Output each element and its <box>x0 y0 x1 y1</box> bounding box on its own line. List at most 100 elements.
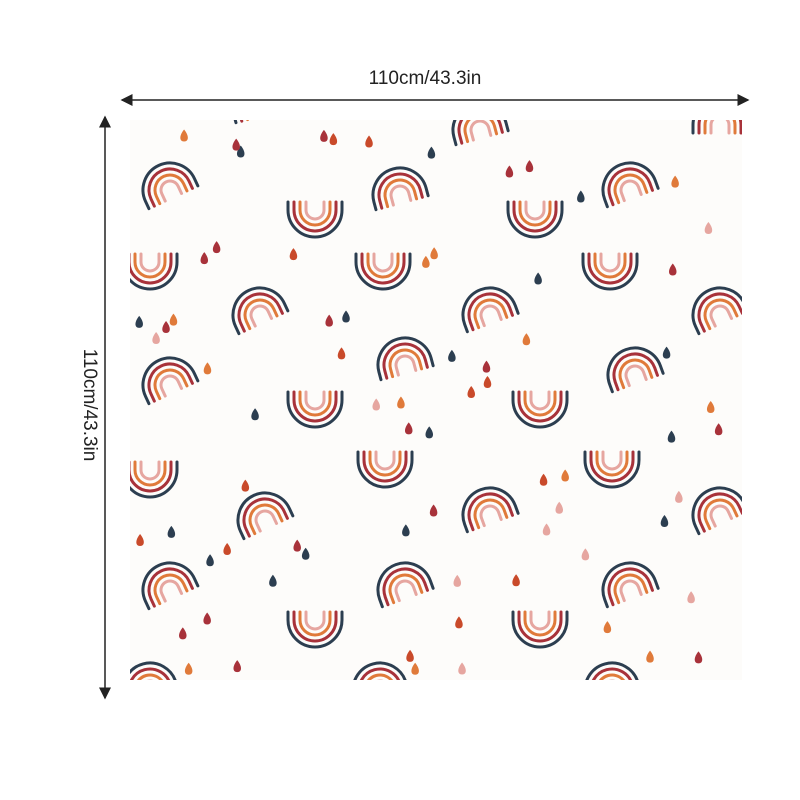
drop <box>542 523 551 536</box>
rainbow <box>376 336 435 382</box>
drop <box>167 525 176 538</box>
rainbow-arc <box>613 573 649 605</box>
rainbow-arc <box>467 292 514 332</box>
rainbow-arc <box>607 167 654 207</box>
rainbow-arc <box>298 390 332 417</box>
drop <box>422 255 430 268</box>
rainbow <box>601 161 660 209</box>
drop <box>289 248 298 261</box>
rainbow <box>371 166 430 212</box>
rainbow-arc <box>619 579 643 603</box>
rainbow-arc <box>624 364 648 388</box>
rainbow-arc <box>159 579 184 603</box>
rainbow-arc <box>581 252 639 291</box>
rainbow <box>231 120 290 125</box>
rainbow-arc <box>612 352 659 392</box>
rainbow-arc <box>388 348 424 379</box>
rainbow-arc <box>159 374 184 398</box>
drop <box>162 320 170 333</box>
rainbow-arc <box>354 252 412 291</box>
rainbow-arc <box>286 610 344 649</box>
rainbow-arc <box>292 390 338 423</box>
rainbow-arc <box>286 200 344 239</box>
rainbow-arc <box>512 200 558 233</box>
drop <box>646 650 654 663</box>
rainbow <box>141 356 200 406</box>
drop <box>694 651 703 664</box>
rainbow-arc <box>243 298 279 331</box>
rainbow <box>286 390 344 429</box>
rainbow-arc <box>298 200 332 227</box>
drop <box>372 398 380 411</box>
rainbow <box>376 561 435 609</box>
rainbow-arc <box>709 120 731 135</box>
rainbow-arc <box>595 450 629 477</box>
rainbow-arc <box>599 252 621 273</box>
rainbow-arc <box>618 358 654 390</box>
rainbow-arc <box>529 390 551 411</box>
drop <box>577 190 585 203</box>
rainbow-arc <box>607 567 654 607</box>
rainbow-arc <box>376 561 435 609</box>
rainbow-arc <box>583 450 641 489</box>
rainbow-arc <box>457 120 504 145</box>
rainbow-arc <box>130 460 179 499</box>
rainbow-arc <box>139 460 161 481</box>
drop <box>539 473 548 486</box>
rainbow <box>141 561 200 611</box>
rainbow-arc <box>523 390 557 417</box>
rainbow <box>691 120 742 135</box>
rainbow-arc <box>383 178 419 209</box>
drop <box>669 263 677 276</box>
drop <box>406 649 414 662</box>
drop <box>660 515 669 528</box>
rainbow-arc <box>153 573 189 606</box>
drop <box>430 247 438 260</box>
rainbow-arc <box>147 567 194 608</box>
rainbow-arc <box>304 610 326 631</box>
rainbow-arc <box>382 567 429 607</box>
rainbow-arc <box>360 252 406 285</box>
rainbow-arc <box>473 298 509 330</box>
rainbow-arc <box>473 498 509 530</box>
drop <box>203 612 211 625</box>
rainbow-arc <box>606 346 665 394</box>
rainbow-arc <box>139 252 161 273</box>
rainbow-arc <box>130 661 180 680</box>
drop <box>706 400 715 413</box>
rainbow-arc <box>511 390 569 429</box>
drop <box>337 347 346 360</box>
rainbow-arc <box>601 161 660 209</box>
drop <box>269 574 277 587</box>
drop <box>397 396 405 409</box>
drop <box>714 423 723 436</box>
drop <box>320 129 328 142</box>
rainbow-arc <box>587 252 633 285</box>
drop <box>233 660 241 673</box>
rainbow-arc <box>601 450 623 471</box>
rainbow-arc <box>141 356 200 406</box>
rainbow-arc <box>523 610 557 637</box>
rainbow <box>511 610 569 649</box>
drop <box>212 241 221 254</box>
rainbow-arc <box>254 509 279 533</box>
rainbow-arc <box>153 173 189 206</box>
drop <box>603 621 612 634</box>
rainbow-arc <box>304 390 326 411</box>
width-label: 110cm/43.3in <box>369 68 482 89</box>
drop <box>342 310 350 323</box>
rainbow-arc <box>356 450 414 489</box>
drop <box>200 252 209 265</box>
rainbow-arc <box>147 167 194 208</box>
rainbow-arc <box>231 120 290 125</box>
rainbow-arc <box>141 161 200 211</box>
rainbow-arc <box>369 679 393 680</box>
rainbow-arc <box>703 298 739 331</box>
height-label: 110cm/43.3in <box>79 349 100 462</box>
fabric <box>130 120 742 680</box>
rainbow <box>461 486 520 534</box>
drop <box>404 422 413 435</box>
rainbow-arc <box>697 292 742 333</box>
rainbow-arc <box>461 286 520 334</box>
rainbow-arc <box>372 252 394 273</box>
